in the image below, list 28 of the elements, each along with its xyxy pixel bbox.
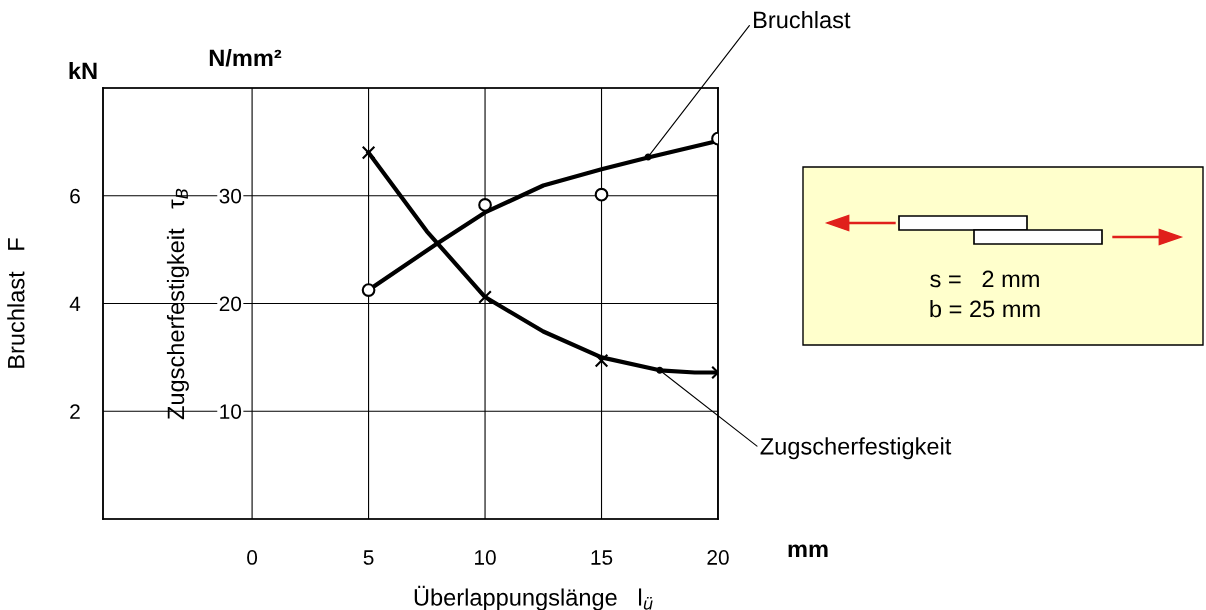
point — [594, 187, 609, 202]
point — [478, 290, 492, 304]
x-tick-label: 10 — [475, 550, 496, 565]
y2-tick-label: 2 — [70, 404, 80, 419]
text: b = 25 mm — [930, 300, 1040, 318]
y-tick-label: 10 — [220, 404, 242, 419]
x-tick-label: 0 — [247, 550, 258, 565]
y2-tick-label: 6 — [70, 188, 80, 204]
point — [656, 366, 664, 374]
x-tick-label: 5 — [363, 550, 374, 565]
y-tick-label: 30 — [219, 188, 242, 204]
point — [361, 145, 376, 160]
annotation: Zugscherfestigkeit — [760, 437, 952, 460]
x-tick-label: 15 — [591, 550, 613, 565]
point — [478, 198, 492, 212]
text: s = 2 mm — [930, 270, 1039, 288]
text: mm — [788, 544, 828, 558]
x-axis-title: Überlappungslänge l$_{ü}$ — [414, 585, 653, 610]
y-axis-title: Zugscherfestigkeit τ$_{B}$ — [166, 188, 189, 420]
point — [594, 353, 609, 368]
x-tick-label: 20 — [707, 550, 729, 565]
text: N/mm² — [209, 49, 282, 67]
y2-tick-label: 4 — [69, 296, 81, 312]
y2-axis-title: Bruchlast F — [7, 238, 25, 368]
text: kN — [69, 62, 97, 80]
y-tick-label: 20 — [219, 296, 242, 312]
point — [361, 283, 376, 297]
annotation: Bruchlast — [754, 10, 851, 29]
